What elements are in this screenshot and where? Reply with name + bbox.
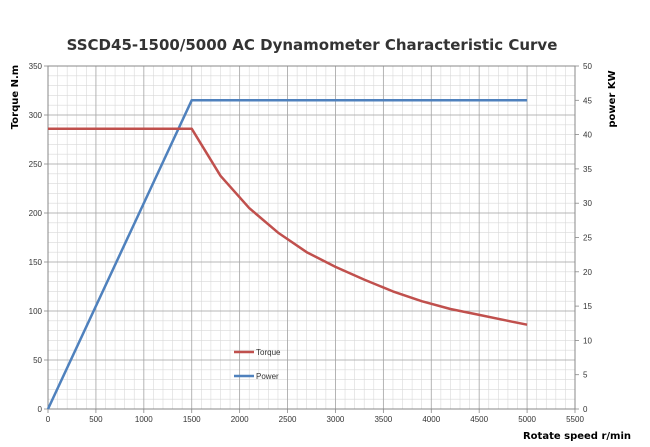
y2-tick-label: 20	[583, 268, 592, 277]
x-tick-label: 4500	[470, 415, 488, 424]
y2-tick-label: 35	[583, 165, 592, 174]
y2-tick-label: 40	[583, 131, 592, 140]
y2-tick-label: 50	[583, 62, 592, 71]
y2-axis-label: power KW	[607, 70, 618, 127]
y2-tick-label: 10	[583, 336, 592, 345]
series-layer	[46, 99, 528, 410]
x-tick-label: 1500	[183, 415, 201, 424]
x-tick-label: 0	[46, 415, 51, 424]
x-tick-label: 5000	[518, 415, 536, 424]
y-tick-label: 250	[29, 160, 43, 169]
series-line-power	[46, 99, 528, 410]
x-tick-label: 3000	[327, 415, 345, 424]
y-tick-label: 150	[29, 258, 43, 267]
y2-axis-ticks: 0 5 10 15 20 25 30 35 40 45 50	[575, 62, 592, 414]
y2-tick-label: 5	[583, 371, 588, 380]
x-tick-label: 2000	[231, 415, 249, 424]
y-axis-label: Torque N.m	[10, 65, 21, 129]
y-tick-label: 100	[29, 307, 43, 316]
x-axis-ticks: 0 500 1000 1500 2000 2500 3000 3500 4000 4500 5000…	[46, 409, 584, 424]
y2-tick-label: 45	[583, 96, 592, 105]
legend-label-power: Power	[256, 372, 279, 381]
legend-label-torque: Torque	[256, 348, 281, 357]
x-tick-label: 4000	[422, 415, 440, 424]
y-tick-label: 300	[29, 111, 43, 120]
x-tick-label: 500	[89, 415, 103, 424]
chart-title: SSCD45-1500/5000 AC Dynamometer Characte…	[67, 36, 558, 54]
legend: Torque Power	[234, 348, 281, 381]
y-axis-ticks: 0 50 100 150 200 250 300 350	[29, 62, 48, 414]
series-line-torque	[48, 127, 528, 326]
y-tick-label: 350	[29, 62, 43, 71]
y-tick-label: 200	[29, 209, 43, 218]
y2-tick-label: 25	[583, 234, 592, 243]
y-tick-label: 0	[38, 405, 43, 414]
y2-tick-label: 0	[583, 405, 588, 414]
y-tick-label: 50	[33, 356, 42, 365]
x-axis-label: Rotate speed r/min	[523, 431, 631, 442]
x-tick-label: 2500	[279, 415, 297, 424]
x-tick-label: 1000	[135, 415, 153, 424]
x-tick-label: 5500	[566, 415, 584, 424]
y2-tick-label: 15	[583, 302, 592, 311]
y2-tick-label: 30	[583, 199, 592, 208]
x-tick-label: 3500	[374, 415, 392, 424]
